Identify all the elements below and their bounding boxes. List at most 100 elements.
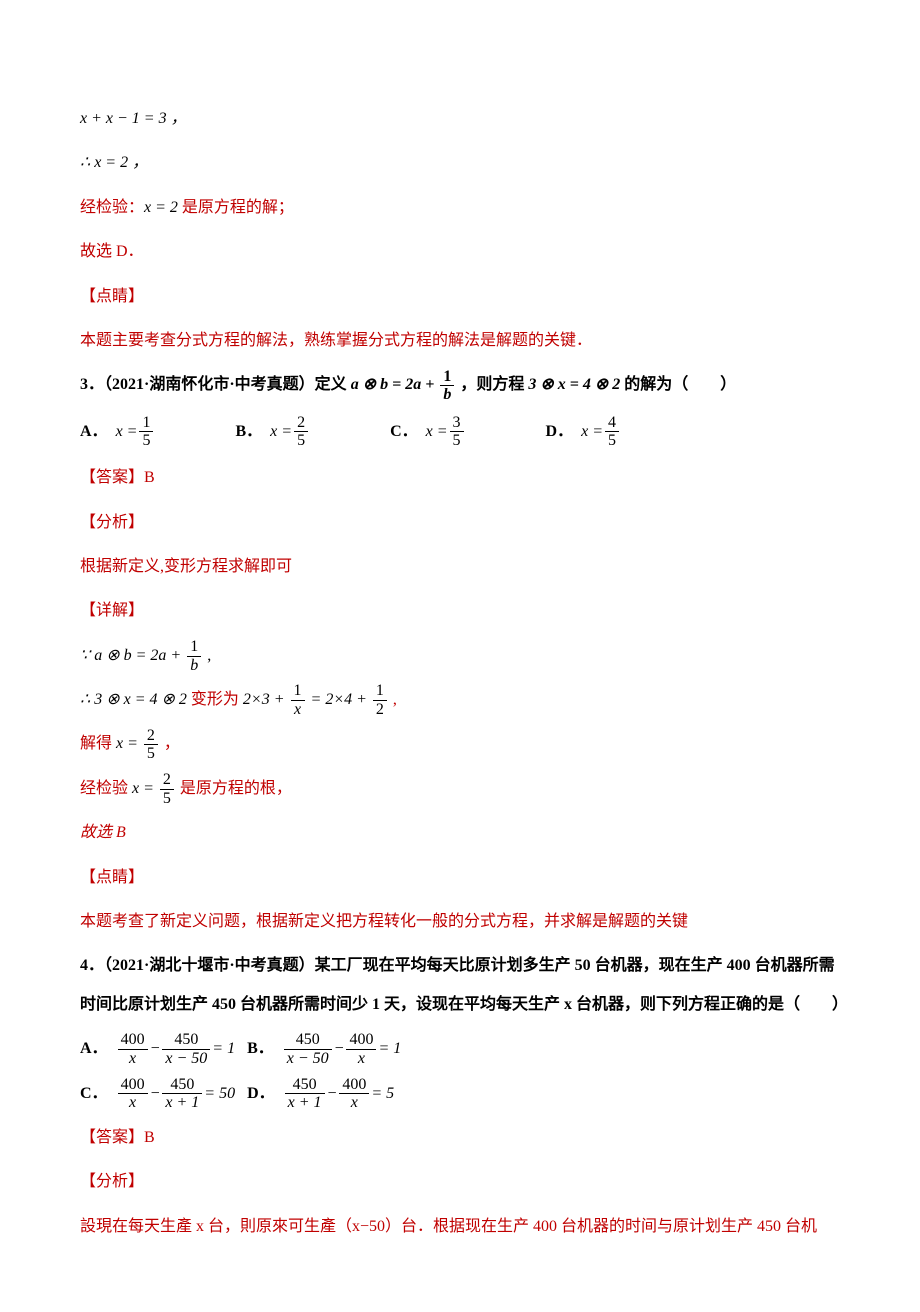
frac-den: x − 50: [284, 1050, 332, 1068]
frac-num: 400: [118, 1076, 148, 1095]
frac-den: x: [346, 1050, 376, 1068]
choice-row-1: A． 400x − 450x − 50 = 1 B． 450x − 50 − 4…: [80, 1030, 840, 1068]
text: 解得: [80, 735, 116, 752]
math-text: 2×3 +: [243, 691, 289, 708]
rhs: = 50: [204, 1075, 235, 1113]
frac-den: x: [291, 701, 305, 719]
math-text: = 2×4 +: [307, 691, 371, 708]
q3-xiangjie-label: 【详解】: [80, 592, 840, 630]
choice-label: D．: [546, 413, 574, 451]
answer-val: B: [144, 469, 155, 486]
comma: ,: [203, 647, 211, 664]
q3-mid: ，则方程: [456, 376, 528, 393]
frac-num: 400: [346, 1031, 376, 1050]
text: 故选 B: [80, 824, 126, 841]
q3-formula-b: 3 ⊗ x = 4 ⊗ 2: [528, 376, 620, 393]
frac: 12: [373, 682, 387, 718]
text: 【分析】: [80, 514, 144, 531]
frac: 450x − 50: [284, 1031, 332, 1067]
frac-den: 5: [450, 432, 464, 450]
frac-den: 2: [373, 701, 387, 719]
verify-line: 经检验：x = 2 是原方程的解；: [80, 189, 840, 227]
frac: 1b: [187, 638, 201, 674]
q3-header: 3．（2021·湖南怀化市·中考真题）定义 a ⊗ b = 2a + 1b ，则…: [80, 366, 840, 404]
text: 本题主要考查分式方程的解法，熟练掌握分式方程的解法是解题的关键．: [80, 332, 592, 349]
frac: 35: [450, 414, 464, 450]
frac-den: b: [187, 657, 201, 675]
q3-fenxi-text: 根据新定义,变形方程求解即可: [80, 548, 840, 586]
choice-label: C．: [80, 1075, 108, 1113]
frac-den: x − 50: [162, 1050, 210, 1068]
q3-step3: 解得 x = 25 ，: [80, 725, 840, 763]
frac-num: 1: [440, 368, 454, 387]
choice-c: C． x = 35: [390, 413, 465, 451]
comma: ,: [389, 691, 397, 708]
math-text: x = 2 ，: [94, 154, 148, 171]
q3-suffix: 的解为（ ）: [620, 376, 736, 393]
frac-num: 2: [160, 771, 174, 790]
frac-num: 400: [118, 1031, 148, 1050]
answer-label: 【答案】: [80, 469, 144, 486]
choice-b: B． x = 25: [235, 413, 310, 451]
q3-choices: A． x = 15 B． x = 25 C． x = 35 D． x = 45: [80, 413, 840, 451]
frac-num: 450: [162, 1031, 210, 1050]
frac-num: 1: [187, 638, 201, 657]
choice-eq: x =: [426, 413, 448, 451]
frac: 15: [139, 414, 153, 450]
choice-a: A． x = 15: [80, 413, 155, 451]
q4-choices: A． 400x − 450x − 50 = 1 B． 450x − 50 − 4…: [80, 1030, 840, 1113]
frac: 1b: [440, 368, 454, 404]
q4-answer: 【答案】B: [80, 1119, 840, 1157]
choice-label: D．: [247, 1075, 275, 1113]
frac: 400x: [118, 1076, 148, 1112]
frac: 25: [144, 727, 158, 763]
choice-label: A．: [80, 1030, 108, 1068]
therefore: ∴: [80, 154, 94, 171]
text: 設現在每天生產 x 台，則原來可生產（x−50）台．根据现在生产 400 台机器…: [80, 1218, 817, 1235]
frac: 25: [160, 771, 174, 807]
text: 是原方程的根，: [176, 780, 292, 797]
answer-val: B: [144, 1129, 155, 1146]
text: 【点睛】: [80, 288, 144, 305]
frac: 1x: [291, 682, 305, 718]
q3-formula-a: a ⊗ b = 2a +: [351, 376, 439, 393]
answer-label: 【答案】: [80, 1129, 144, 1146]
comma: ，: [160, 735, 180, 752]
frac-den: x + 1: [285, 1094, 325, 1112]
text: 是原方程的解；: [178, 199, 294, 216]
minus: −: [150, 1030, 161, 1068]
q4-fenxi-text: 設現在每天生產 x 台，則原來可生產（x−50）台．根据现在生产 400 台机器…: [80, 1208, 840, 1246]
choice-a: A． 400x − 450x − 50 = 1: [80, 1030, 235, 1068]
rhs: = 1: [378, 1030, 401, 1068]
math-text: x =: [116, 735, 142, 752]
therefore: ∴: [80, 691, 94, 708]
choice-c: C． 400x − 450x + 1 = 50: [80, 1075, 235, 1113]
frac-num: 1: [373, 682, 387, 701]
text: 4．（2021·湖北十堰市·中考真题）某工厂现在平均每天比原计划多生产 50 台…: [80, 957, 848, 1012]
q3-step2: ∴ 3 ⊗ x = 4 ⊗ 2 变形为 2×3 + 1x = 2×4 + 12 …: [80, 681, 840, 719]
frac-num: 450: [162, 1076, 202, 1095]
frac-num: 400: [339, 1076, 369, 1095]
frac: 25: [294, 414, 308, 450]
choice-label: B．: [247, 1030, 274, 1068]
frac-den: 5: [139, 432, 153, 450]
math-text: a ⊗ b = 2a +: [94, 647, 185, 664]
red-text: 变形为: [187, 691, 243, 708]
q3-dianjing-text: 本题考查了新定义问题，根据新定义把方程转化一般的分式方程，并求解是解题的关键: [80, 903, 840, 941]
q3-step5: 故选 B: [80, 814, 840, 852]
q3-step1: ∵ a ⊗ b = 2a + 1b ,: [80, 637, 840, 675]
text: 故选 D．: [80, 243, 144, 260]
choice-row-2: C． 400x − 450x + 1 = 50 D． 450x + 1 − 40…: [80, 1075, 840, 1113]
choice-label: C．: [390, 413, 418, 451]
frac: 400x: [346, 1031, 376, 1067]
frac-num: 450: [285, 1076, 325, 1095]
math-text: 3 ⊗ x = 4 ⊗ 2: [94, 691, 187, 708]
frac-den: 5: [144, 745, 158, 763]
text: 【详解】: [80, 602, 144, 619]
minus: −: [327, 1075, 338, 1113]
frac-den: 5: [294, 432, 308, 450]
q3-step4: 经检验 x = 25 是原方程的根，: [80, 770, 840, 808]
choice-d: D． x = 45: [546, 413, 621, 451]
text: 【分析】: [80, 1173, 144, 1190]
frac-num: 4: [605, 414, 619, 433]
